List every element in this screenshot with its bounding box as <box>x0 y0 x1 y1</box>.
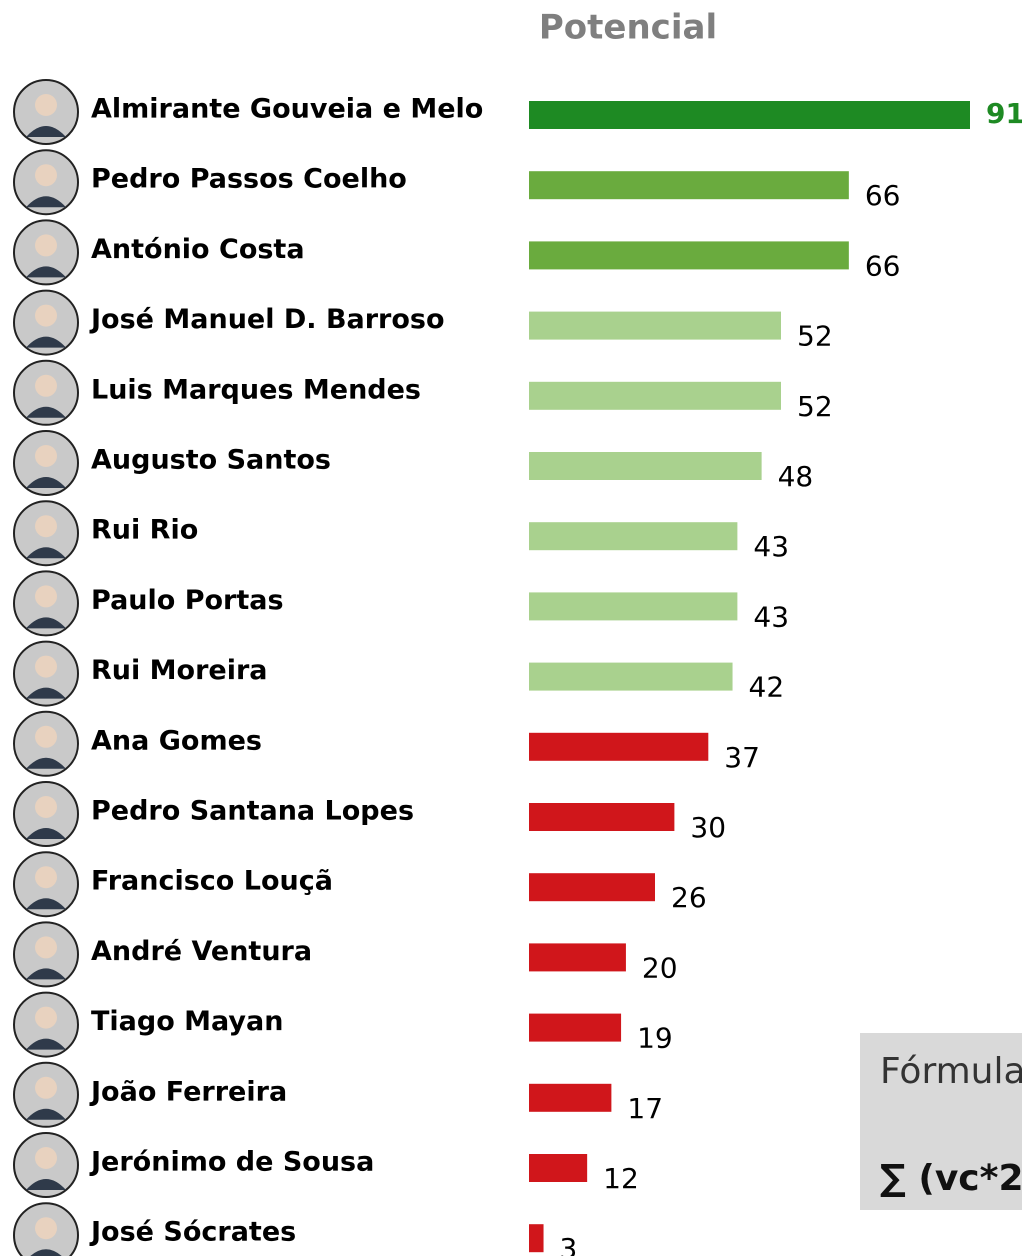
bar <box>529 1084 611 1112</box>
bar <box>529 101 970 129</box>
formula-text: ∑ (vc*2 <box>880 1158 1022 1199</box>
avatar-head <box>35 1217 57 1239</box>
candidate-name: Francisco Louçã <box>91 866 333 897</box>
candidate-name: Rui Moreira <box>91 655 268 686</box>
avatar-head <box>35 515 57 537</box>
candidate-name: Rui Rio <box>91 515 198 546</box>
value-label: 66 <box>865 249 901 282</box>
formula-box: Fórmula ∑ (vc*2 <box>860 1033 1022 1210</box>
bar <box>529 733 708 761</box>
bar <box>529 663 733 691</box>
avatar-head <box>35 234 57 256</box>
bar <box>529 1224 544 1252</box>
value-label: 43 <box>753 530 789 563</box>
avatar-head <box>35 936 57 958</box>
avatar-head <box>35 1007 57 1029</box>
value-label: 12 <box>603 1162 639 1195</box>
value-label: 30 <box>690 811 726 844</box>
value-label: 17 <box>627 1092 663 1125</box>
candidate-name: Pedro Passos Coelho <box>91 164 407 195</box>
bar <box>529 803 674 831</box>
chart: Potencial Fórmula ∑ (vc*2 Almirante Gouv… <box>0 0 1022 1256</box>
avatar-head <box>35 866 57 888</box>
avatar-head <box>35 305 57 327</box>
avatar-head <box>35 164 57 186</box>
avatar-head <box>35 445 57 467</box>
value-label: 52 <box>797 390 833 423</box>
bar <box>529 1014 621 1042</box>
avatar-head <box>35 375 57 397</box>
bar <box>529 943 626 971</box>
value-label: 37 <box>724 741 760 774</box>
candidate-name: José Sócrates <box>89 1217 296 1248</box>
candidate-name: Paulo Portas <box>91 585 284 616</box>
bar <box>529 1154 587 1182</box>
value-label: 42 <box>749 671 785 704</box>
bar <box>529 873 655 901</box>
bar <box>529 452 762 480</box>
value-label: 43 <box>753 600 789 633</box>
avatar-head <box>35 585 57 607</box>
bar <box>529 171 849 199</box>
page: Potencial Fórmula ∑ (vc*2 Almirante Gouv… <box>0 0 1022 1256</box>
bar <box>529 592 737 620</box>
avatar-head <box>35 726 57 748</box>
candidate-name: Jerónimo de Sousa <box>89 1147 374 1178</box>
value-label: 52 <box>797 320 833 353</box>
chart-title: Potencial <box>539 8 717 48</box>
candidate-name: António Costa <box>91 234 305 265</box>
value-label: 26 <box>671 881 707 914</box>
avatar-head <box>35 94 57 116</box>
value-label: 91 <box>986 97 1022 130</box>
candidate-name: José Manuel D. Barroso <box>89 304 445 335</box>
avatar-head <box>35 1077 57 1099</box>
bar <box>529 312 781 340</box>
candidate-name: Luis Marques Mendes <box>91 374 421 405</box>
value-label: 48 <box>778 460 814 493</box>
bar <box>529 382 781 410</box>
candidate-name: João Ferreira <box>89 1076 287 1107</box>
candidate-name: Almirante Gouveia e Melo <box>91 94 483 125</box>
candidate-name: Ana Gomes <box>91 725 262 756</box>
value-label: 20 <box>642 951 678 984</box>
candidate-name: Augusto Santos <box>91 445 331 476</box>
formula-title: Fórmula <box>880 1051 1022 1092</box>
avatar-head <box>35 796 57 818</box>
bar <box>529 241 849 269</box>
value-label: 3 <box>560 1232 578 1256</box>
value-label: 19 <box>637 1022 673 1055</box>
avatar-head <box>35 656 57 678</box>
candidate-name: André Ventura <box>91 936 312 967</box>
candidate-name: Pedro Santana Lopes <box>91 796 414 827</box>
bar <box>529 522 737 550</box>
avatar-head <box>35 1147 57 1169</box>
value-label: 66 <box>865 179 901 212</box>
candidate-name: Tiago Mayan <box>91 1006 283 1037</box>
